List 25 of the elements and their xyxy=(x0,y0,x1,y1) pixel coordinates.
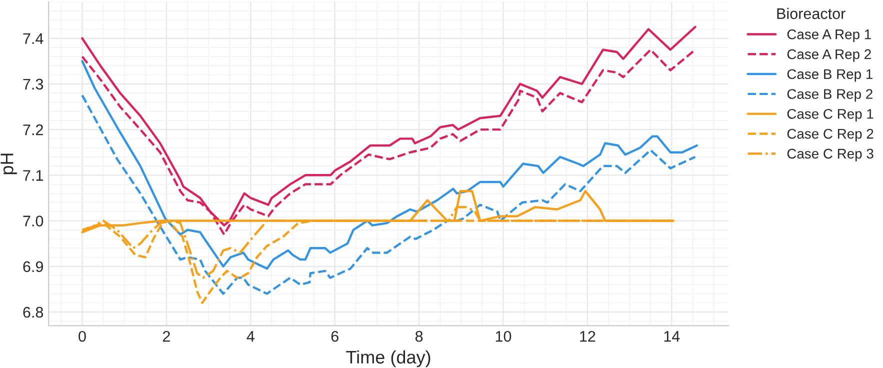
x-tick-label: 4 xyxy=(246,331,254,342)
x-tick-label: 8 xyxy=(415,330,423,342)
legend-label: Case C Rep 1 xyxy=(787,108,874,122)
legend-label: Case B Rep 2 xyxy=(787,89,872,102)
legend-title: Bioreactor xyxy=(777,8,846,20)
y-tick-label: 7.4 xyxy=(23,33,44,44)
legend-label: Case A Rep 1 xyxy=(787,29,871,42)
y-tick-label: 6.8 xyxy=(23,306,44,318)
x-tick-label: 10 xyxy=(496,330,512,342)
x-tick-label: 6 xyxy=(331,330,338,342)
x-tick-label: 0 xyxy=(78,330,86,342)
legend-label: Case C Rep 2 xyxy=(787,128,874,142)
y-tick-label: 7.2 xyxy=(23,124,43,136)
legend-label: Case C Rep 3 xyxy=(787,148,874,162)
x-tick-label: 14 xyxy=(664,331,680,342)
y-tick-label: 6.9 xyxy=(23,261,43,272)
y-axis-title: pH xyxy=(0,154,17,174)
y-tick-label: 7.3 xyxy=(23,78,44,90)
x-tick-label: 12 xyxy=(580,330,596,342)
legend-label: Case B Rep 1 xyxy=(787,69,872,82)
x-tick-label: 2 xyxy=(162,330,170,342)
y-tick-label: 7.1 xyxy=(23,170,43,181)
x-axis-title: Time (day) xyxy=(346,350,430,368)
y-tick-label: 7.0 xyxy=(23,216,44,226)
legend-label: Case A Rep 2 xyxy=(787,49,871,62)
